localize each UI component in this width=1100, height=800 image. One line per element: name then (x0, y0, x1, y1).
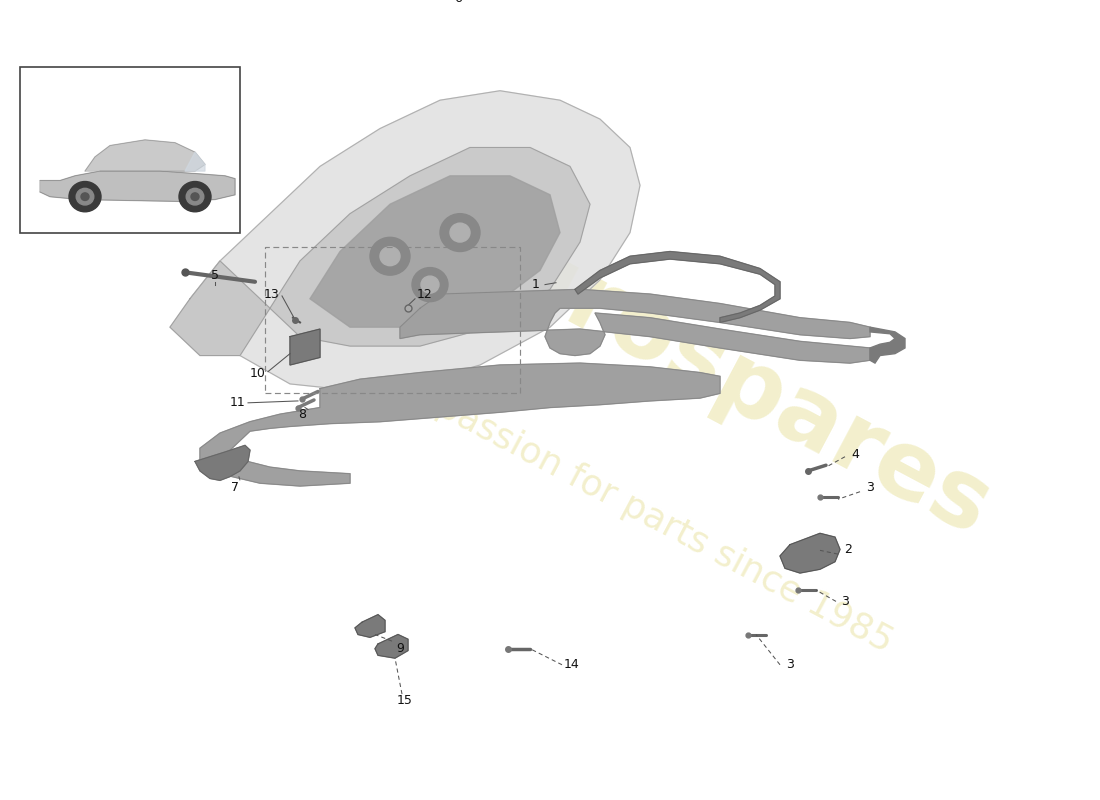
Text: 1: 1 (532, 278, 540, 291)
Text: 11: 11 (230, 396, 246, 410)
Text: 10: 10 (250, 367, 266, 380)
Text: a passion for parts since 1985: a passion for parts since 1985 (402, 374, 899, 659)
Polygon shape (270, 147, 590, 346)
Text: 3: 3 (842, 595, 849, 608)
Circle shape (421, 276, 439, 293)
Text: 5: 5 (211, 269, 219, 282)
Text: 12: 12 (417, 287, 433, 301)
Circle shape (76, 188, 94, 205)
Text: 8: 8 (298, 408, 306, 421)
Polygon shape (185, 152, 205, 171)
Text: 7: 7 (231, 482, 239, 494)
Circle shape (450, 223, 470, 242)
Text: 6: 6 (454, 0, 462, 5)
Text: 3: 3 (786, 658, 794, 671)
Polygon shape (195, 446, 250, 480)
Text: 3: 3 (866, 482, 873, 494)
Circle shape (412, 267, 448, 302)
Polygon shape (190, 90, 640, 394)
Polygon shape (780, 534, 840, 573)
Polygon shape (170, 261, 270, 355)
Polygon shape (200, 363, 720, 486)
Circle shape (179, 182, 211, 212)
Polygon shape (355, 614, 385, 638)
Circle shape (191, 193, 199, 201)
Polygon shape (375, 634, 408, 658)
Circle shape (69, 182, 101, 212)
Polygon shape (85, 140, 205, 171)
Circle shape (440, 214, 480, 251)
Polygon shape (575, 251, 780, 322)
Text: eurospares: eurospares (434, 194, 1005, 555)
Circle shape (379, 246, 400, 266)
Text: 9: 9 (396, 642, 404, 655)
FancyBboxPatch shape (20, 67, 240, 233)
Polygon shape (40, 171, 235, 202)
Polygon shape (400, 290, 870, 363)
Polygon shape (290, 329, 320, 365)
Polygon shape (460, 6, 478, 25)
Polygon shape (310, 176, 560, 327)
Polygon shape (870, 327, 905, 363)
Text: 4: 4 (851, 448, 859, 462)
Circle shape (186, 188, 204, 205)
Text: 14: 14 (564, 658, 580, 671)
Circle shape (370, 238, 410, 275)
Text: 15: 15 (397, 694, 412, 707)
Text: 13: 13 (264, 287, 279, 301)
Text: 2: 2 (844, 543, 851, 556)
Circle shape (81, 193, 89, 201)
